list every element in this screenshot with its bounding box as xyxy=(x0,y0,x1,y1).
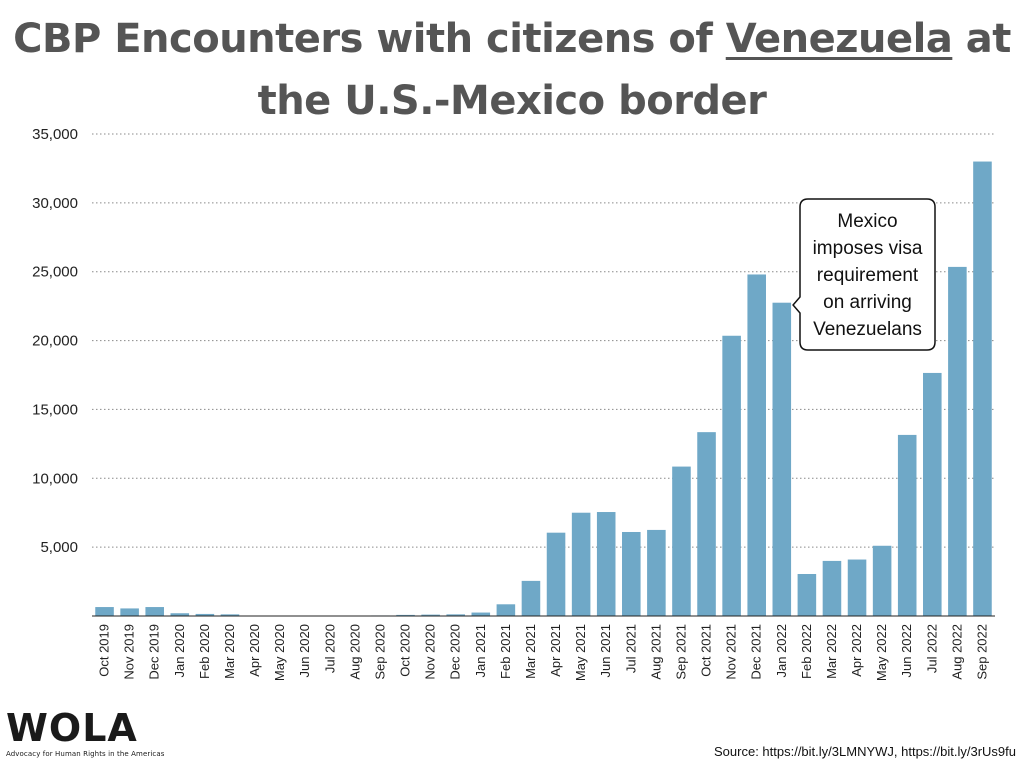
x-tick-label: Mar 2022 xyxy=(824,624,839,679)
x-tick-label: Aug 2021 xyxy=(648,624,663,680)
y-tick-label: 20,000 xyxy=(32,333,78,350)
x-tick-label: Feb 2021 xyxy=(498,624,513,679)
x-tick-label: Nov 2020 xyxy=(423,624,438,680)
x-tick-label: Jun 2022 xyxy=(899,624,914,678)
x-tick-label: May 2020 xyxy=(272,624,287,681)
bar xyxy=(822,560,842,616)
bar xyxy=(973,161,992,617)
bar xyxy=(546,532,566,616)
bar xyxy=(622,531,641,616)
x-tick-label: Oct 2021 xyxy=(699,624,714,677)
bar xyxy=(797,573,817,616)
bar xyxy=(697,432,716,616)
bar xyxy=(571,512,591,616)
title-line-1: CBP Encounters with citizens of Venezuel… xyxy=(0,8,1024,70)
bar xyxy=(722,335,741,616)
callout-text-line: imposes visa xyxy=(813,238,923,259)
bar xyxy=(421,614,440,616)
x-tick-label: Feb 2020 xyxy=(197,624,212,679)
x-tick-label: May 2021 xyxy=(573,624,588,681)
x-axis-ticks: Oct 2019 Nov 2019 Dec 2019 Jan 2020 Feb 2020… xyxy=(97,624,990,681)
x-tick-label: Jan 2020 xyxy=(172,624,187,678)
x-tick-label: Aug 2020 xyxy=(347,624,362,680)
y-tick-label: 15,000 xyxy=(32,401,78,418)
x-tick-label: Sep 2020 xyxy=(372,624,387,680)
y-tick-label: 5,000 xyxy=(40,539,78,556)
bar xyxy=(596,512,616,616)
bar xyxy=(772,302,792,616)
x-tick-label: Jul 2020 xyxy=(322,624,337,673)
bar xyxy=(647,529,666,616)
x-tick-label: Nov 2021 xyxy=(724,624,739,680)
callout-text-line: Mexico xyxy=(837,211,897,232)
x-tick-label: Dec 2020 xyxy=(448,624,463,680)
title-country-link[interactable]: Venezuela xyxy=(725,16,953,62)
x-tick-label: Apr 2022 xyxy=(849,624,864,677)
y-tick-label: 25,000 xyxy=(32,264,78,281)
callout-text-line: Venezuelans xyxy=(813,319,922,340)
x-tick-label: Mar 2021 xyxy=(523,624,538,679)
title-suffix: at xyxy=(952,16,1012,62)
bar xyxy=(396,614,415,616)
x-tick-label: Jul 2022 xyxy=(924,624,939,673)
source-citation: Source: https://bit.ly/3LMNYWJ, https://… xyxy=(714,744,1016,759)
x-tick-label: Feb 2022 xyxy=(799,624,814,679)
x-tick-label: Jun 2021 xyxy=(598,624,613,678)
bar xyxy=(847,559,867,616)
x-tick-label: Aug 2022 xyxy=(949,624,964,680)
x-tick-label: May 2022 xyxy=(874,624,889,681)
title-line-2: the U.S.-Mexico border xyxy=(257,78,767,124)
x-tick-label: Jan 2022 xyxy=(774,624,789,678)
callout-text-line: on arriving xyxy=(823,292,912,313)
x-tick-label: Jan 2021 xyxy=(473,624,488,678)
bar xyxy=(923,372,942,616)
bar xyxy=(446,614,465,616)
x-tick-label: Jun 2020 xyxy=(297,624,312,678)
bar xyxy=(897,434,917,616)
x-tick-label: Apr 2020 xyxy=(247,624,262,677)
logo-text: WOLA xyxy=(6,706,138,750)
x-tick-label: Mar 2020 xyxy=(222,624,237,679)
callout-box xyxy=(792,198,936,351)
bar xyxy=(95,607,114,616)
x-tick-label: Oct 2020 xyxy=(398,624,413,677)
bar xyxy=(145,607,164,616)
bars xyxy=(95,161,992,617)
bar xyxy=(496,604,516,616)
bar xyxy=(120,608,139,616)
bar xyxy=(170,613,190,616)
y-tick-label: 10,000 xyxy=(32,470,78,487)
y-tick-label: 30,000 xyxy=(32,195,78,212)
y-tick-label: 35,000 xyxy=(32,126,78,143)
callout-text-line: requirement xyxy=(817,265,919,286)
x-tick-label: Nov 2019 xyxy=(122,624,137,680)
chart-title: CBP Encounters with citizens of Venezuel… xyxy=(0,8,1024,132)
bar xyxy=(672,466,691,616)
x-tick-label: Jul 2021 xyxy=(623,624,638,673)
x-tick-label: Sep 2022 xyxy=(974,624,989,680)
bar xyxy=(747,274,766,616)
title-prefix: CBP Encounters with citizens of xyxy=(13,16,726,62)
bar xyxy=(220,614,240,616)
bar xyxy=(521,580,541,616)
x-tick-label: Sep 2021 xyxy=(673,624,688,680)
annotation-callout: Mexico imposes visa requirement on arriving… xyxy=(792,198,936,351)
y-axis-ticks: 5,000 10,000 15,000 20,000 25,000 30,000 35,00… xyxy=(32,126,78,556)
bar xyxy=(948,266,967,616)
bar xyxy=(195,613,215,616)
bar xyxy=(471,612,491,616)
bar xyxy=(872,545,892,616)
x-tick-label: Oct 2019 xyxy=(97,624,112,677)
x-tick-label: Dec 2021 xyxy=(749,624,764,680)
x-tick-label: Apr 2021 xyxy=(548,624,563,677)
logo-tagline: Advocacy for Human Rights in the America… xyxy=(6,750,165,758)
x-tick-label: Dec 2019 xyxy=(147,624,162,680)
wola-logo: WOLA Advocacy for Human Rights in the Am… xyxy=(6,706,166,764)
